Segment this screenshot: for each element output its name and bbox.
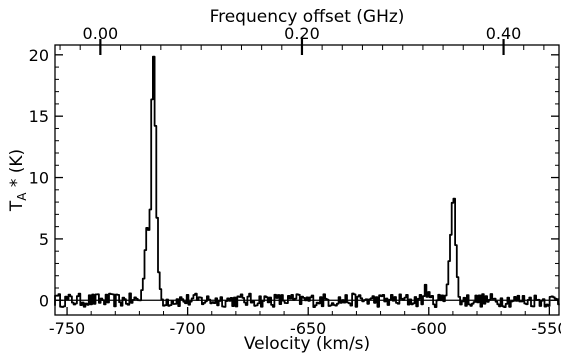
plot-frame xyxy=(54,44,560,316)
x-tick-label: -650 xyxy=(290,319,326,338)
y-axis-title-sub: A xyxy=(15,192,29,201)
y-tick-label: 0 xyxy=(39,291,49,310)
y-axis-title: TA * (K) xyxy=(7,149,29,212)
axis-tick-labels: -750 -700 -650 -600 -550 0.00 0.20 0.40 0 5 10 15 20 xyxy=(29,24,561,338)
y-tick-label: 20 xyxy=(29,46,49,65)
y-axis-title-rest: * (K) xyxy=(7,149,27,193)
spectrum-line xyxy=(54,55,560,308)
top-tick-label: 0.40 xyxy=(486,24,522,43)
top-axis-title: Frequency offset (GHz) xyxy=(210,7,405,27)
x-axis-title: Velocity (km/s) xyxy=(244,334,370,354)
plot-border xyxy=(54,44,560,316)
axis-ticks xyxy=(55,39,559,315)
y-tick-label: 5 xyxy=(39,230,49,249)
y-tick-label: 15 xyxy=(29,107,49,126)
x-tick-label: -600 xyxy=(411,319,447,338)
y-tick-label: 10 xyxy=(29,169,49,188)
x-tick-label: -700 xyxy=(169,319,205,338)
x-tick-label: -750 xyxy=(49,319,85,338)
x-tick-label: -550 xyxy=(531,319,561,338)
y-axis-title-main: T xyxy=(7,200,27,212)
top-tick-label: 0.00 xyxy=(83,24,119,43)
top-tick-label: 0.20 xyxy=(284,24,320,43)
